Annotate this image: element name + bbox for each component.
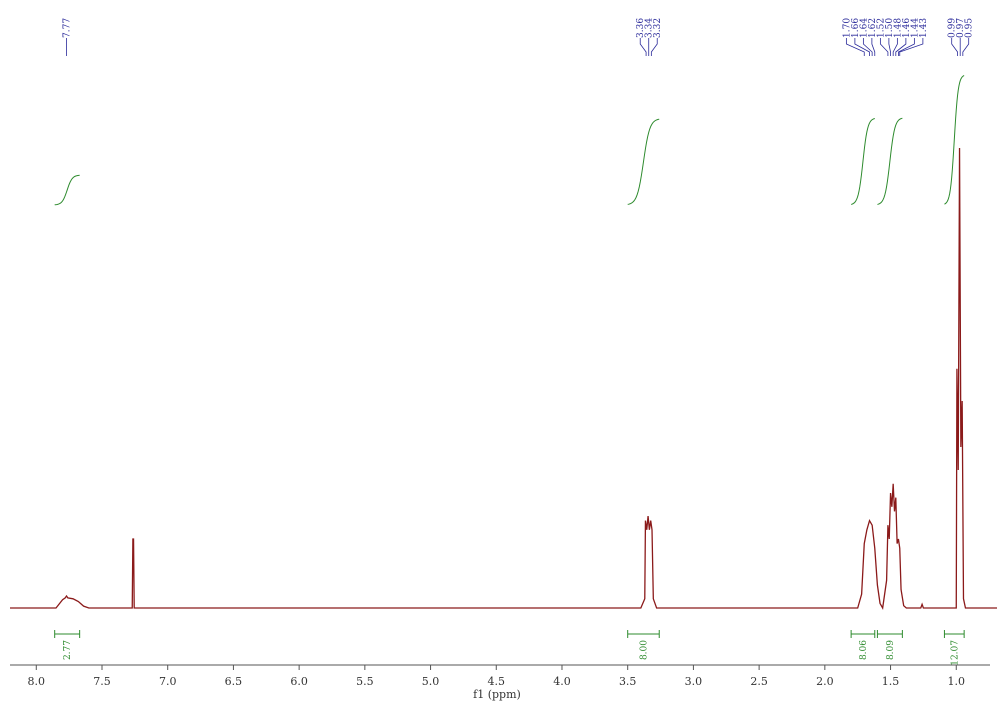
- peak-label: 7.77: [63, 18, 73, 38]
- peak-label: 1.48: [893, 18, 903, 38]
- peak-label: 1.50: [885, 18, 895, 38]
- peak-label: 3.34: [645, 18, 655, 38]
- x-tick-label: 8.0: [28, 675, 46, 688]
- integral-label: 2.77: [63, 640, 73, 660]
- x-tick-label: 1.5: [882, 675, 900, 688]
- peak-leader: [862, 38, 873, 56]
- x-tick-label: 4.5: [488, 675, 506, 688]
- peak-label: 0.97: [956, 18, 966, 38]
- integral-curve: [850, 118, 875, 205]
- peak-label: 1.46: [902, 18, 912, 38]
- x-tick-label: 1.0: [948, 675, 966, 688]
- x-tick-label: 7.5: [93, 675, 111, 688]
- peak-leader: [879, 38, 889, 56]
- peak-label: 1.52: [876, 18, 886, 38]
- integral-curve: [877, 117, 903, 205]
- integral-curve: [627, 118, 660, 205]
- x-tick-label: 6.0: [290, 675, 308, 688]
- x-tick-label: 5.0: [422, 675, 440, 688]
- spectrum-trace: [10, 147, 997, 610]
- peak-label: 1.43: [919, 18, 929, 38]
- integral-label: 8.00: [639, 640, 649, 660]
- peak-leader: [962, 38, 970, 56]
- peak-leader: [898, 38, 915, 56]
- peak-label: 0.95: [965, 18, 975, 38]
- peak-leader: [895, 38, 907, 56]
- peak-leader: [845, 38, 865, 56]
- peak-label: 1.66: [851, 18, 861, 38]
- x-tick-label: 6.5: [225, 675, 243, 688]
- x-tick-label: 3.0: [685, 675, 703, 688]
- peak-label: 0.99: [948, 18, 958, 38]
- peak-leader: [871, 38, 876, 56]
- peak-label: 1.64: [859, 18, 869, 38]
- x-tick-label: 4.0: [553, 675, 571, 688]
- peak-leader: [639, 38, 647, 56]
- x-tick-label: 5.5: [356, 675, 374, 688]
- integral-curve: [54, 174, 80, 206]
- integral-label: 8.09: [886, 640, 896, 660]
- peak-label: 3.32: [653, 18, 663, 38]
- x-tick-label: 7.0: [159, 675, 177, 688]
- peak-leader: [650, 38, 658, 56]
- integral-label: 12.07: [950, 640, 960, 666]
- integral-curve: [944, 75, 965, 205]
- peak-leader: [899, 38, 924, 56]
- integral-label: 8.06: [859, 640, 869, 660]
- peak-leader: [892, 38, 898, 56]
- peak-leader: [888, 38, 891, 56]
- peak-label: 1.44: [910, 18, 920, 38]
- peak-leader: [951, 38, 958, 56]
- peak-label: 1.62: [868, 18, 878, 38]
- peak-label: 1.70: [842, 18, 852, 38]
- x-axis-label: f1 (ppm): [473, 688, 521, 701]
- x-tick-label: 2.5: [750, 675, 768, 688]
- peak-label: 3.36: [636, 18, 646, 38]
- x-tick-label: 3.5: [619, 675, 637, 688]
- x-tick-label: 2.0: [816, 675, 834, 688]
- peak-leader: [854, 38, 870, 56]
